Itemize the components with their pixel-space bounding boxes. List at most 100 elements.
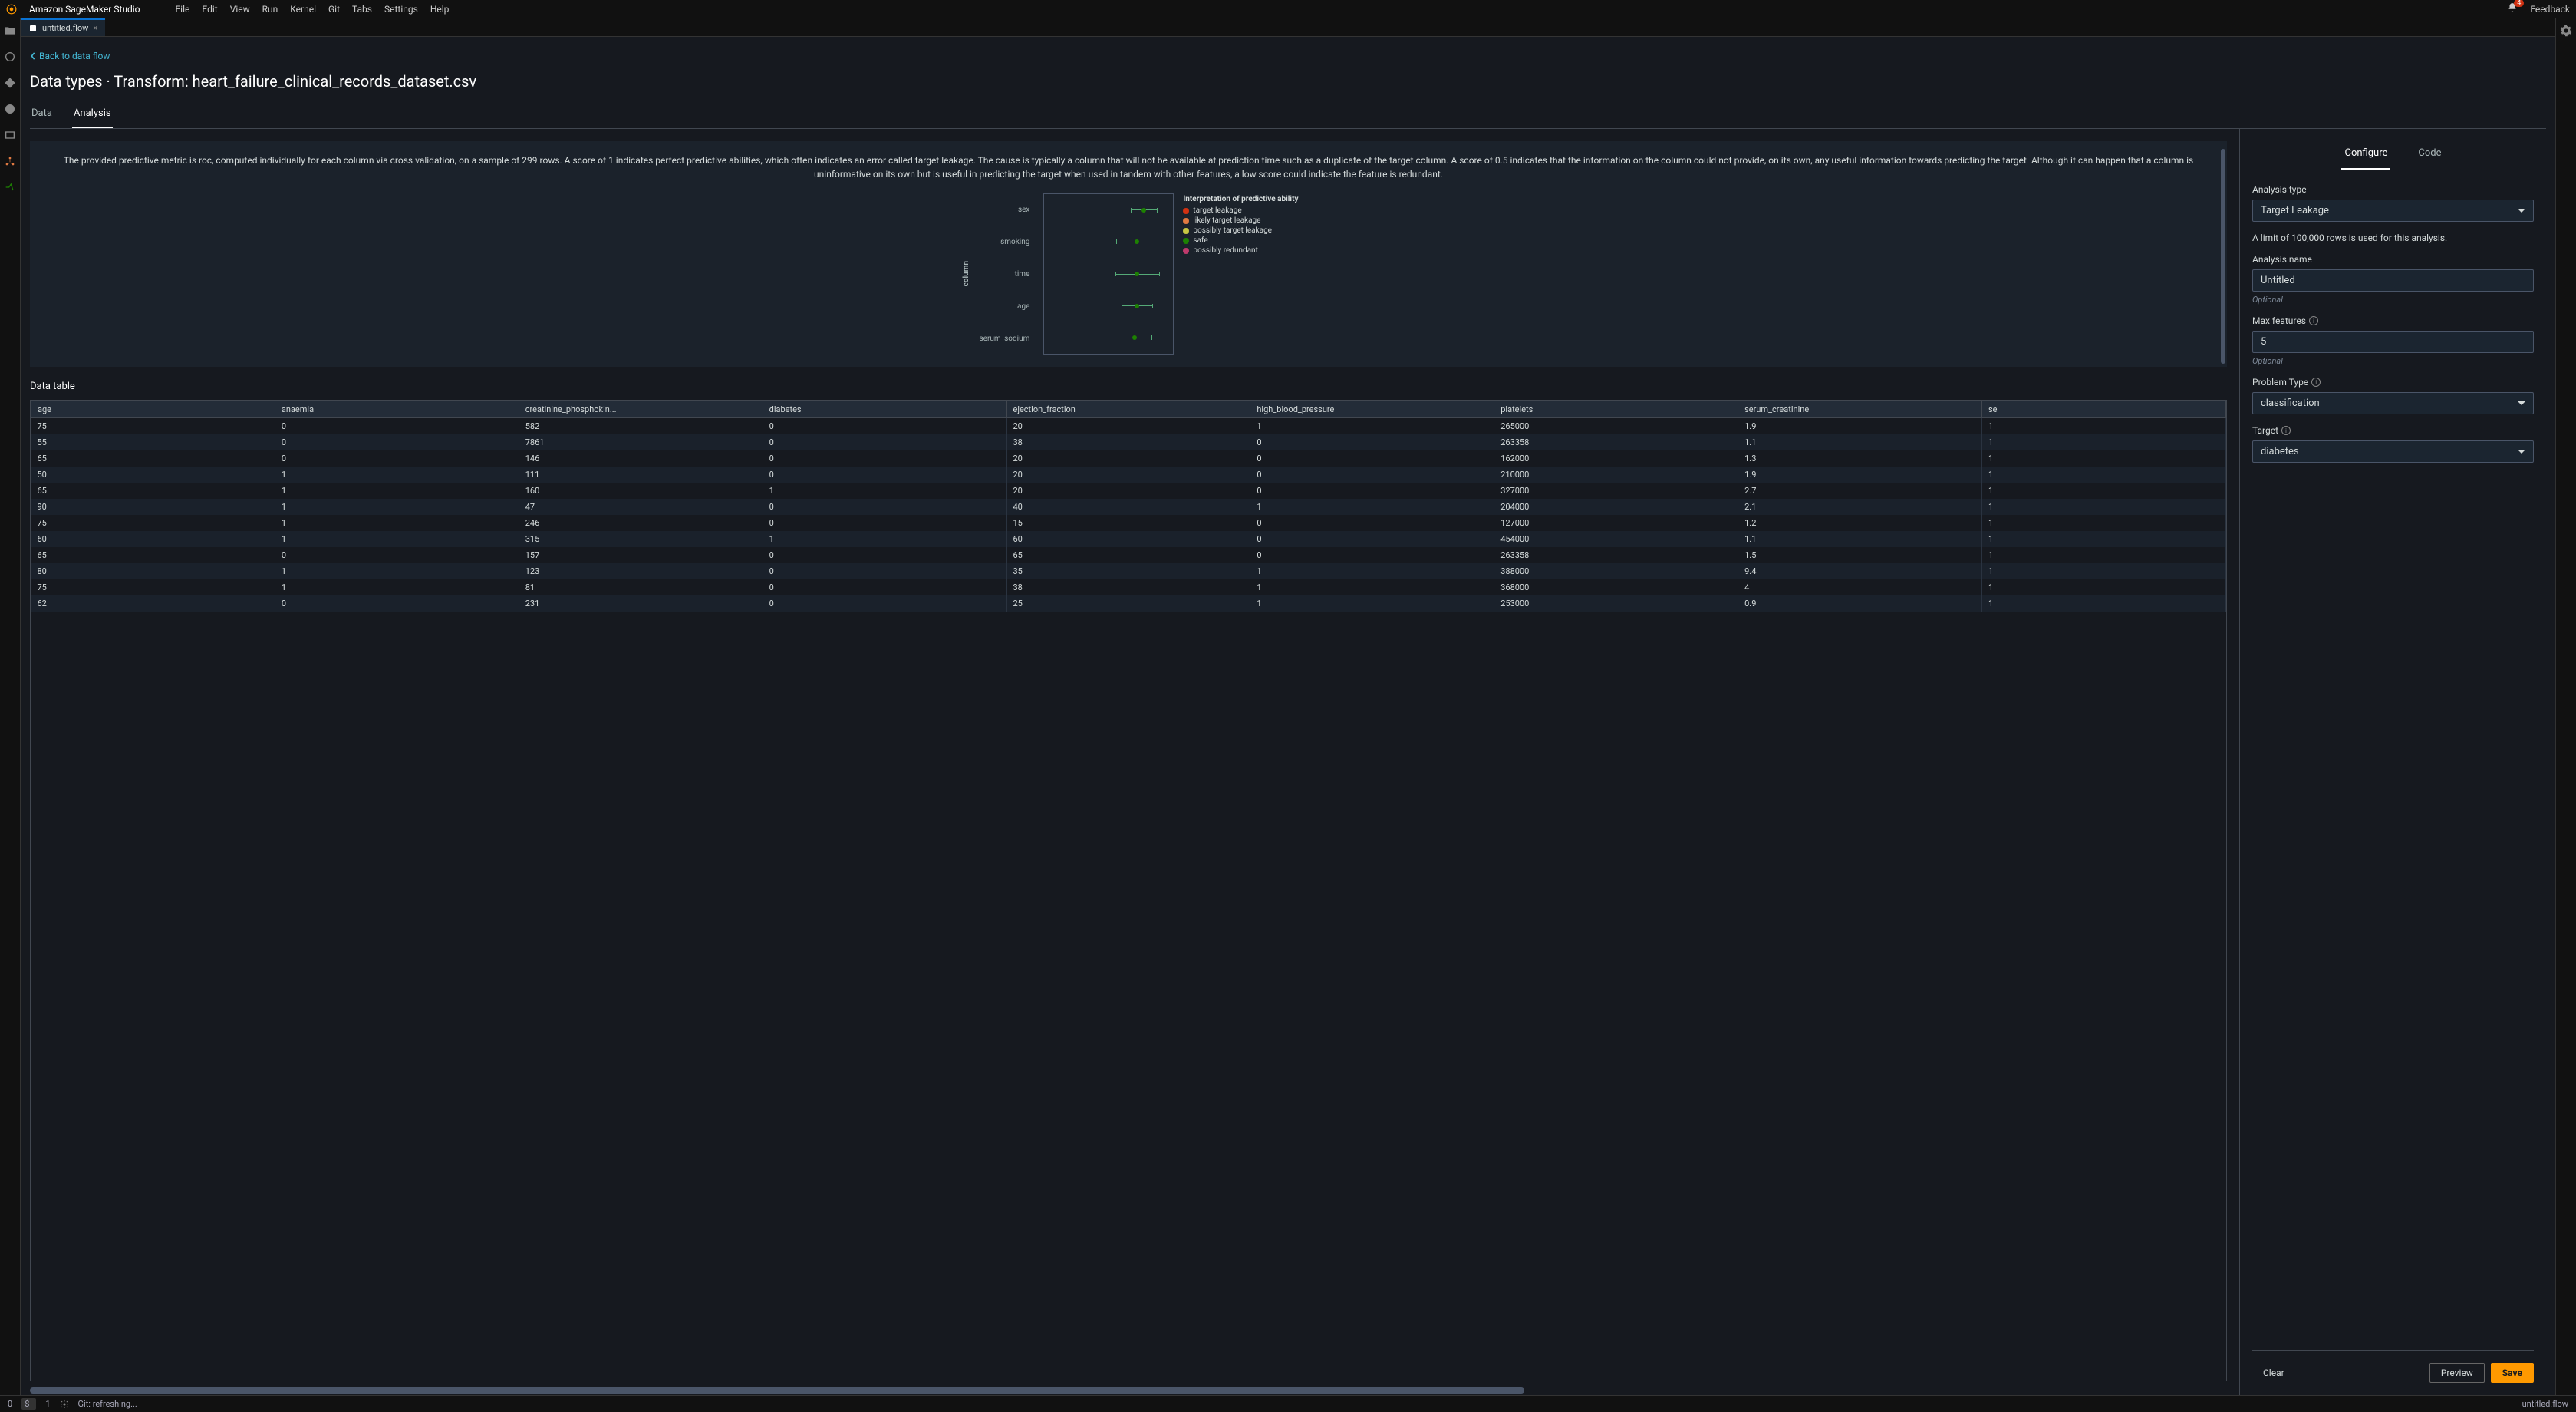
table-cell: 1 — [1250, 579, 1494, 595]
table-cell: 0 — [763, 563, 1006, 579]
table-cell: 50 — [31, 467, 275, 483]
table-cell: 1 — [1982, 483, 2226, 499]
column-header[interactable]: creatinine_phosphokin... — [519, 401, 763, 418]
status-filename[interactable]: untitled.flow — [2522, 1399, 2568, 1409]
table-horizontal-scrollbar[interactable] — [30, 1387, 2227, 1395]
table-cell: 35 — [1006, 563, 1250, 579]
back-link[interactable]: Back to data flow — [30, 43, 2546, 68]
analysis-name-input[interactable] — [2252, 269, 2534, 292]
menu-file[interactable]: File — [176, 4, 190, 15]
menu-edit[interactable]: Edit — [202, 4, 217, 15]
table-row[interactable]: 550786103802633581.11 — [31, 434, 2226, 450]
table-cell: 81 — [519, 579, 763, 595]
table-cell: 0 — [275, 450, 519, 467]
status-left-0[interactable]: 0 — [8, 1399, 12, 1409]
status-gear-icon[interactable] — [60, 1400, 69, 1409]
nodes-icon[interactable] — [4, 155, 16, 167]
diamond-icon[interactable] — [4, 77, 16, 89]
column-header[interactable]: platelets — [1494, 401, 1738, 418]
max-features-input[interactable] — [2252, 331, 2534, 353]
table-cell: 0 — [275, 547, 519, 563]
analysis-type-select[interactable]: Target Leakage — [2252, 200, 2534, 222]
table-cell: 1 — [1982, 499, 2226, 515]
column-header[interactable]: high_blood_pressure — [1250, 401, 1494, 418]
column-header[interactable]: se — [1982, 401, 2226, 418]
folder-icon[interactable] — [4, 25, 16, 37]
table-row[interactable]: 65116012003270002.71 — [31, 483, 2226, 499]
tab-analysis[interactable]: Analysis — [72, 103, 113, 128]
column-header[interactable]: age — [31, 401, 275, 418]
menu-view[interactable]: View — [230, 4, 250, 15]
circle-icon[interactable] — [4, 51, 16, 63]
column-header[interactable]: ejection_fraction — [1006, 401, 1250, 418]
info-icon[interactable]: i — [2309, 316, 2318, 325]
table-cell: 1 — [1982, 579, 2226, 595]
table-cell: 231 — [519, 595, 763, 612]
target-select[interactable]: diabetes — [2252, 440, 2534, 463]
table-row[interactable]: 75181038136800041 — [31, 579, 2226, 595]
table-row[interactable]: 75058202012650001.91 — [31, 418, 2226, 435]
table-cell: 111 — [519, 467, 763, 483]
info-icon[interactable]: i — [2311, 378, 2321, 387]
chart-category: serum_sodium — [980, 335, 1030, 343]
preview-button[interactable]: Preview — [2429, 1363, 2485, 1383]
table-cell: 1 — [1982, 515, 2226, 531]
analysis-name-hint: Optional — [2252, 295, 2534, 305]
table-cell: 1 — [1982, 467, 2226, 483]
save-button[interactable]: Save — [2491, 1363, 2534, 1383]
tab-data[interactable]: Data — [30, 103, 54, 128]
tab-configure[interactable]: Configure — [2341, 141, 2390, 170]
table-row[interactable]: 75124601501270001.21 — [31, 515, 2226, 531]
menu-kernel[interactable]: Kernel — [290, 4, 316, 15]
tab-code[interactable]: Code — [2415, 141, 2444, 170]
table-row[interactable]: 65015706502633581.51 — [31, 547, 2226, 563]
table-cell: 265000 — [1494, 418, 1738, 435]
feedback-link[interactable]: Feedback — [2530, 4, 2570, 15]
clear-button[interactable]: Clear — [2252, 1364, 2295, 1382]
panel-icon[interactable] — [4, 129, 16, 141]
menu-tabs[interactable]: Tabs — [352, 4, 372, 15]
close-tab-icon[interactable]: × — [93, 23, 97, 33]
target-label: Target i — [2252, 425, 2534, 436]
table-row[interactable]: 9014704012040002.11 — [31, 499, 2226, 515]
table-row[interactable]: 62023102512530000.91 — [31, 595, 2226, 612]
flow-icon[interactable] — [4, 181, 16, 193]
menu-run[interactable]: Run — [262, 4, 278, 15]
info-icon[interactable]: i — [2281, 426, 2291, 435]
table-row[interactable]: 80112303513880009.41 — [31, 563, 2226, 579]
table-cell: 0 — [1250, 450, 1494, 467]
status-git[interactable]: Git: refreshing... — [78, 1399, 137, 1409]
table-cell: 1 — [763, 531, 1006, 547]
column-header[interactable]: serum_creatinine — [1738, 401, 1982, 418]
menu-help[interactable]: Help — [430, 4, 450, 15]
table-cell: 0 — [763, 418, 1006, 435]
legend-item: likely target leakage — [1183, 216, 1298, 225]
problem-type-select[interactable]: classification — [2252, 392, 2534, 414]
table-cell: 4 — [1738, 579, 1982, 595]
analysis-description: The provided predictive metric is roc, c… — [51, 153, 2205, 181]
status-terminal-icon[interactable]: $_ — [21, 1398, 36, 1410]
notification-bell[interactable]: 4 — [2507, 2, 2518, 15]
analysis-scrollbar[interactable] — [2221, 149, 2225, 364]
table-cell: 1.9 — [1738, 418, 1982, 435]
table-row[interactable]: 50111102002100001.91 — [31, 467, 2226, 483]
table-cell: 65 — [1006, 547, 1250, 563]
table-cell: 0 — [1250, 467, 1494, 483]
table-cell: 1.5 — [1738, 547, 1982, 563]
table-cell: 263358 — [1494, 547, 1738, 563]
palette-icon[interactable] — [4, 103, 16, 115]
table-cell: 1 — [1982, 450, 2226, 467]
column-header[interactable]: diabetes — [763, 401, 1006, 418]
analysis-type-value: Target Leakage — [2261, 205, 2329, 216]
gear-icon[interactable] — [2560, 25, 2572, 37]
table-row[interactable]: 65014602001620001.31 — [31, 450, 2226, 467]
file-tab[interactable]: untitled.flow × — [21, 18, 105, 36]
chevron-down-icon — [2518, 450, 2525, 454]
menu-git[interactable]: Git — [328, 4, 340, 15]
column-header[interactable]: anaemia — [275, 401, 519, 418]
table-row[interactable]: 60131516004540001.11 — [31, 531, 2226, 547]
table-cell: 127000 — [1494, 515, 1738, 531]
table-cell: 20 — [1006, 418, 1250, 435]
menu-settings[interactable]: Settings — [384, 4, 418, 15]
status-left-1[interactable]: 1 — [45, 1399, 50, 1409]
